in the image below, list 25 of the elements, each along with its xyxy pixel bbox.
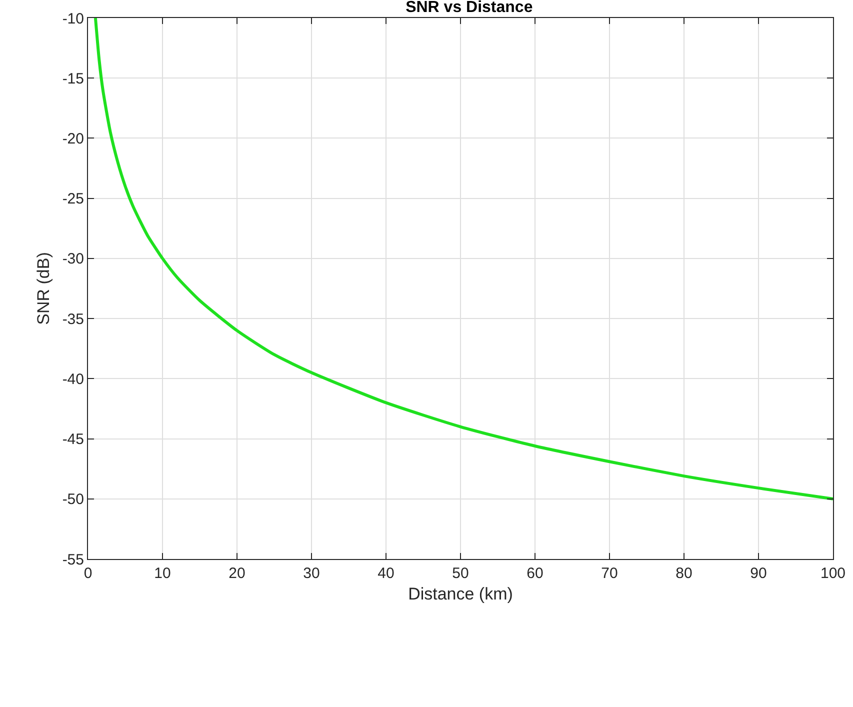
x-tick-label: 30 <box>303 565 320 582</box>
x-tick-label: 60 <box>526 565 544 582</box>
y-tick-label: -35 <box>62 310 84 328</box>
x-tick-label: 50 <box>452 565 469 582</box>
x-tick-label: 100 <box>820 565 846 582</box>
x-tick-label: 20 <box>228 565 246 582</box>
x-tick-label: 80 <box>676 565 692 582</box>
chart-title: SNR vs Distance <box>406 0 533 16</box>
x-tick-label: 10 <box>154 565 171 582</box>
y-tick-label: -45 <box>62 431 84 448</box>
y-tick-label: -25 <box>62 190 84 208</box>
y-tick-label: -10 <box>62 10 84 28</box>
y-tick-label: -55 <box>62 551 84 568</box>
y-tick-label: -50 <box>62 491 84 508</box>
y-tick-label: -40 <box>62 370 84 388</box>
line-series <box>94 18 833 500</box>
y-tick-label: -15 <box>62 70 84 88</box>
x-tick-label: 40 <box>378 565 394 582</box>
y-tick-label: -30 <box>62 250 84 268</box>
x-tick-label: 70 <box>601 565 618 582</box>
x-axis-title: Distance (km) <box>408 584 513 604</box>
y-axis-title: SNR (dB) <box>34 252 53 325</box>
y-tick-label: -20 <box>62 130 84 148</box>
x-tick-label: 0 <box>84 565 92 582</box>
x-tick-label: 90 <box>750 565 767 582</box>
